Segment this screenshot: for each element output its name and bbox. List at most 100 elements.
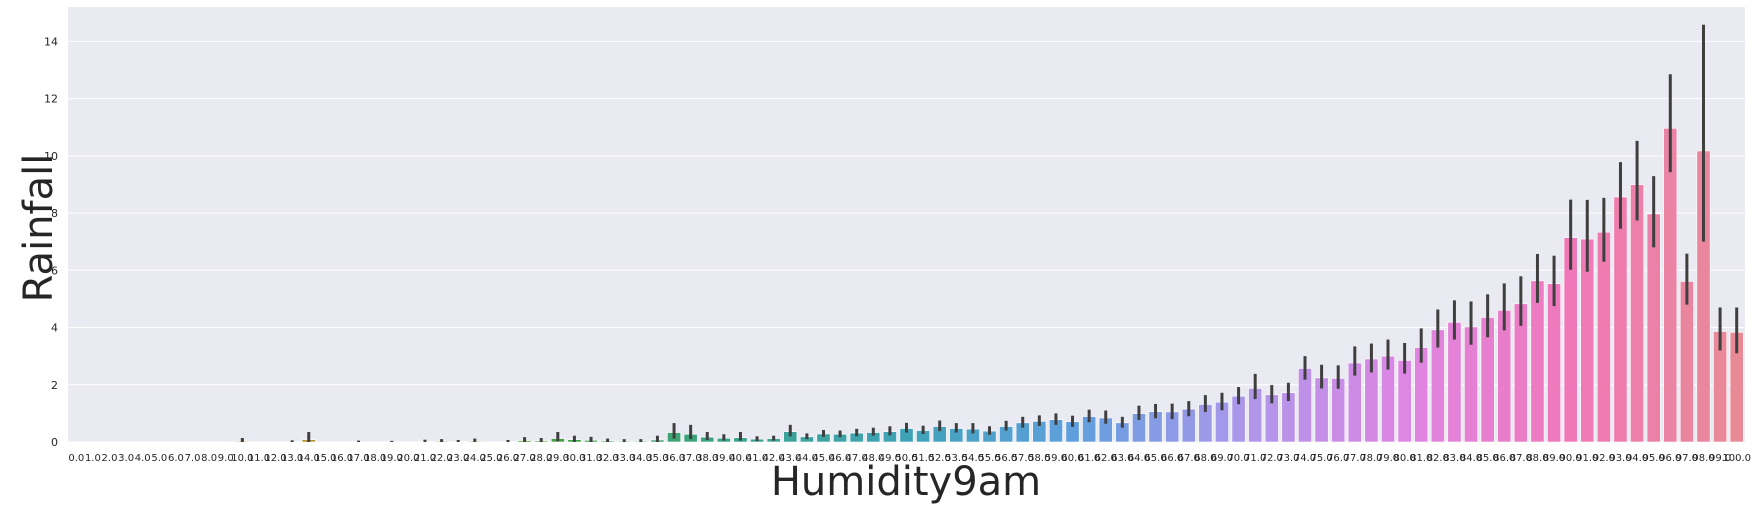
y-tick-label: 10 [44,150,58,163]
x-tick-label: 65.0 [1144,453,1166,464]
x-tick-label: 52.0 [929,453,951,464]
x-tick-labels: 0.0 1.0 2.0 3.0 4.0 5.0 6.0 7.0 8.0 9.010.011.012… [68,453,1751,464]
y-tick-label: 0 [51,436,58,449]
x-tick-label: 95.0 [1643,453,1665,464]
x-tick-label: 42.0 [763,453,785,464]
bar [1663,128,1678,443]
y-tick-label: 14 [44,35,58,48]
x-tick-label: 99.0 [1709,453,1731,464]
x-tick-label: 70.0 [1227,453,1249,464]
x-tick-label: 81.0 [1410,453,1432,464]
x-tick-label: 79.0 [1377,453,1399,464]
x-tick-label: 68.0 [1194,453,1216,464]
x-tick-label: 20.0 [397,453,419,464]
x-tick-label: 77.0 [1344,453,1366,464]
x-tick-label: 14.0 [298,453,320,464]
x-tick-label: 87.0 [1510,453,1532,464]
x-tick-label: 10.0 [231,453,253,464]
x-tick-label: 0.0 [68,453,84,464]
x-tick-label: 85.0 [1477,453,1499,464]
x-tick-label: 80.0 [1393,453,1415,464]
x-tick-label: 78.0 [1360,453,1382,464]
x-tick-label: 82.0 [1427,453,1449,464]
x-tick-label: 35.0 [646,453,668,464]
x-tick-label: 19.0 [381,453,403,464]
x-tick-label: 28.0 [530,453,552,464]
x-tick-label: 38.0 [696,453,718,464]
grid-lines [68,40,1745,443]
x-tick-label: 23.0 [447,453,469,464]
x-tick-label: 96.0 [1659,453,1681,464]
x-tick-label: 29.0 [547,453,569,464]
x-tick-label: 64.0 [1128,453,1150,464]
x-tick-label: 9.0 [218,453,234,464]
x-tick-label: 2.0 [102,453,118,464]
x-tick-label: 6.0 [168,453,184,464]
x-tick-label: 91.0 [1576,453,1598,464]
bars [235,128,1744,443]
x-tick-label: 47.0 [846,453,868,464]
y-axis-label: Rainfall [16,154,62,303]
x-tick-label: 94.0 [1626,453,1648,464]
x-tick-label: 15.0 [314,453,336,464]
x-tick-label: 50.0 [895,453,917,464]
y-tick-labels: 0 2 4 6 8 10 12 14 [44,35,58,449]
x-tick-label: 93.0 [1609,453,1631,464]
bar [1679,281,1694,443]
x-tick-label: 57.0 [1012,453,1034,464]
x-tick-label: 98.0 [1692,453,1714,464]
x-tick-label: 73.0 [1277,453,1299,464]
x-tick-label: 39.0 [713,453,735,464]
x-tick-label: 71.0 [1244,453,1266,464]
x-tick-label: 13.0 [281,453,303,464]
x-tick-label: 90.0 [1560,453,1582,464]
x-tick-label: 37.0 [680,453,702,464]
x-tick-label: 76.0 [1327,453,1349,464]
x-axis-label: Humidity9am [771,459,1041,505]
x-tick-label: 58.0 [1028,453,1050,464]
y-tick-label: 6 [51,264,58,277]
x-tick-label: 41.0 [746,453,768,464]
x-tick-label: 48.0 [862,453,884,464]
x-tick-label: 46.0 [829,453,851,464]
x-tick-label: 22.0 [430,453,452,464]
x-tick-label: 66.0 [1161,453,1183,464]
x-tick-label: 86.0 [1493,453,1515,464]
y-tick-label: 8 [51,207,58,220]
x-tick-label: 11.0 [248,453,270,464]
x-tick-label: 33.0 [613,453,635,464]
bar [1530,280,1545,443]
x-tick-label: 45.0 [812,453,834,464]
bar [1646,213,1661,443]
x-tick-label: 72.0 [1261,453,1283,464]
x-tick-label: 44.0 [796,453,818,464]
x-tick-label: 26.0 [497,453,519,464]
x-tick-label: 17.0 [347,453,369,464]
y-tick-label: 4 [51,322,58,335]
x-tick-label: 56.0 [995,453,1017,464]
x-tick-label: 4.0 [135,453,151,464]
x-tick-label: 24.0 [464,453,486,464]
x-tick-label: 5.0 [151,453,167,464]
y-tick-label: 2 [51,379,58,392]
x-tick-label: 27.0 [513,453,535,464]
x-tick-label: 34.0 [630,453,652,464]
x-tick-label: 16.0 [331,453,353,464]
x-tick-label: 88.0 [1526,453,1548,464]
x-tick-label: 54.0 [962,453,984,464]
x-tick-label: 69.0 [1211,453,1233,464]
bar [1547,283,1561,443]
x-tick-label: 36.0 [663,453,685,464]
x-tick-label: 32.0 [596,453,618,464]
x-tick-label: 60.0 [1061,453,1083,464]
x-tick-label: 67.0 [1178,453,1200,464]
x-tick-label: 74.0 [1294,453,1316,464]
x-tick-label: 8.0 [201,453,217,464]
bar [1613,196,1628,443]
x-tick-label: 18.0 [364,453,386,464]
x-tick-label: 51.0 [912,453,934,464]
x-tick-label: 100.0 [1722,453,1751,464]
x-tick-label: 7.0 [185,453,201,464]
bar [1447,322,1462,443]
